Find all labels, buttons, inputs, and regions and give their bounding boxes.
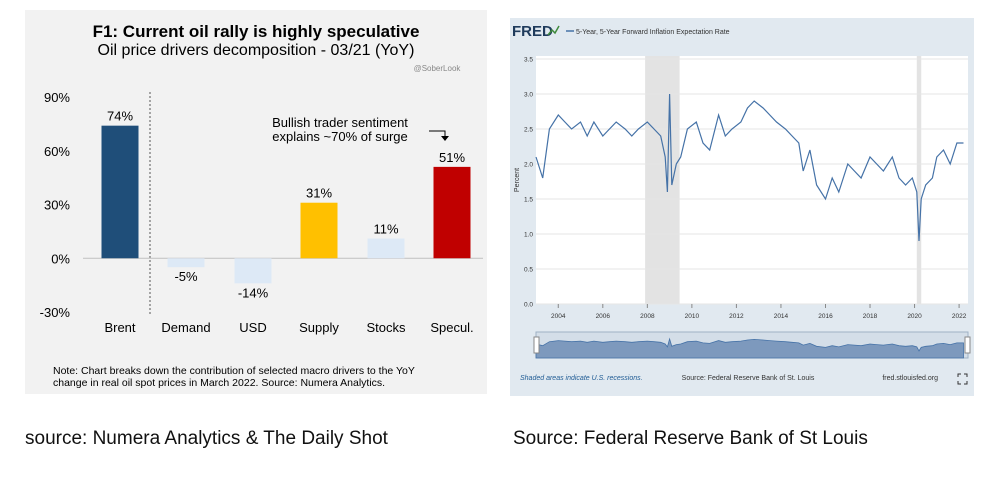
- navigator-series: [535, 337, 964, 359]
- annotation-arrow-head: [441, 136, 449, 141]
- bar-value-label: -5%: [174, 269, 198, 284]
- legend-label: 5-Year, 5-Year Forward Inflation Expecta…: [576, 29, 730, 36]
- x-tick-label: 2014: [774, 313, 789, 320]
- oil-drivers-bar-chart: F1: Current oil rally is highly speculat…: [40, 22, 483, 389]
- recession-note: Shaded areas indicate U.S. recessions.: [520, 375, 643, 382]
- annotation-arrow-line: [429, 130, 446, 137]
- y-tick-label: 60%: [44, 144, 70, 159]
- source-note: Source: Federal Reserve Bank of St. Loui…: [682, 375, 815, 382]
- bar-supply: [300, 202, 338, 259]
- bar-value-label: 11%: [373, 222, 398, 237]
- y-tick-label: 2.5: [524, 127, 533, 134]
- fullscreen-icon[interactable]: [957, 373, 968, 385]
- recession-shading: [645, 56, 680, 304]
- plot-area: [536, 56, 968, 304]
- annotation-line-2: explains ~70% of surge: [272, 129, 408, 144]
- chart-subtitle: Oil price drivers decomposition - 03/21 …: [98, 42, 415, 59]
- x-category-label: Demand: [161, 320, 210, 335]
- fred-logo-icon: [547, 25, 560, 36]
- x-tick-label: 2006: [596, 313, 611, 320]
- x-category-label: Brent: [104, 320, 135, 335]
- x-tick-label: 2022: [952, 313, 967, 320]
- bar-value-label: -14%: [238, 285, 269, 300]
- bar-value-label: 74%: [107, 109, 133, 124]
- fred-logo: FRED: [512, 23, 553, 40]
- bar-stocks: [367, 238, 405, 259]
- fred-chart-panel: FRED 5-Year, 5-Year Forward Inflation Ex…: [510, 18, 974, 396]
- y-axis-label: Percent: [514, 168, 521, 192]
- annotation-line-1: Bullish trader sentiment: [272, 115, 408, 130]
- y-tick-label: 0.0: [524, 302, 533, 309]
- bar-specul: [433, 166, 471, 259]
- inflation-expectation-line: [535, 93, 964, 242]
- bar-value-label: 31%: [306, 186, 332, 201]
- x-category-label: Stocks: [366, 320, 406, 335]
- x-tick-label: 2016: [818, 313, 833, 320]
- watermark: @SoberLook: [414, 64, 462, 73]
- x-tick-label: 2010: [685, 313, 700, 320]
- range-handle-left[interactable]: [533, 336, 540, 354]
- x-tick-label: 2012: [729, 313, 744, 320]
- y-tick-label: 3.0: [524, 92, 533, 99]
- x-category-label: USD: [239, 320, 266, 335]
- chart-note-line-1: Note: Chart breaks down the contribution…: [53, 365, 415, 377]
- y-tick-label: -30%: [40, 305, 71, 320]
- x-tick-label: 2020: [907, 313, 922, 320]
- y-tick-label: 30%: [44, 198, 70, 213]
- right-source-caption: Source: Federal Reserve Bank of St Louis: [513, 428, 868, 449]
- range-handle-right[interactable]: [964, 336, 971, 354]
- x-category-label: Supply: [299, 320, 339, 335]
- bar-usd: [234, 258, 272, 284]
- y-tick-label: 3.5: [524, 57, 533, 64]
- bar-demand: [167, 258, 205, 268]
- y-tick-label: 0.5: [524, 267, 533, 274]
- oil-drivers-chart-panel: F1: Current oil rally is highly speculat…: [25, 10, 487, 394]
- chart-note-line-2: change in real oil spot prices in March …: [53, 377, 385, 389]
- recession-shading: [916, 56, 922, 304]
- fred-url[interactable]: fred.stlouisfed.org: [882, 375, 938, 382]
- y-tick-label: 0%: [51, 251, 70, 266]
- left-source-caption: source: Numera Analytics & The Daily Sho…: [25, 428, 388, 449]
- x-tick-label: 2018: [863, 313, 878, 320]
- bar-value-label: 51%: [439, 150, 465, 165]
- y-tick-label: 1.5: [524, 197, 533, 204]
- bar-brent: [101, 125, 139, 259]
- x-tick-label: 2004: [551, 313, 566, 320]
- x-tick-label: 2008: [640, 313, 655, 320]
- x-category-label: Specul.: [430, 320, 473, 335]
- chart-title: F1: Current oil rally is highly speculat…: [93, 22, 420, 41]
- y-tick-label: 1.0: [524, 232, 533, 239]
- y-tick-label: 2.0: [524, 162, 533, 169]
- y-tick-label: 90%: [44, 90, 70, 105]
- fred-inflation-chart: FRED 5-Year, 5-Year Forward Inflation Ex…: [512, 23, 971, 385]
